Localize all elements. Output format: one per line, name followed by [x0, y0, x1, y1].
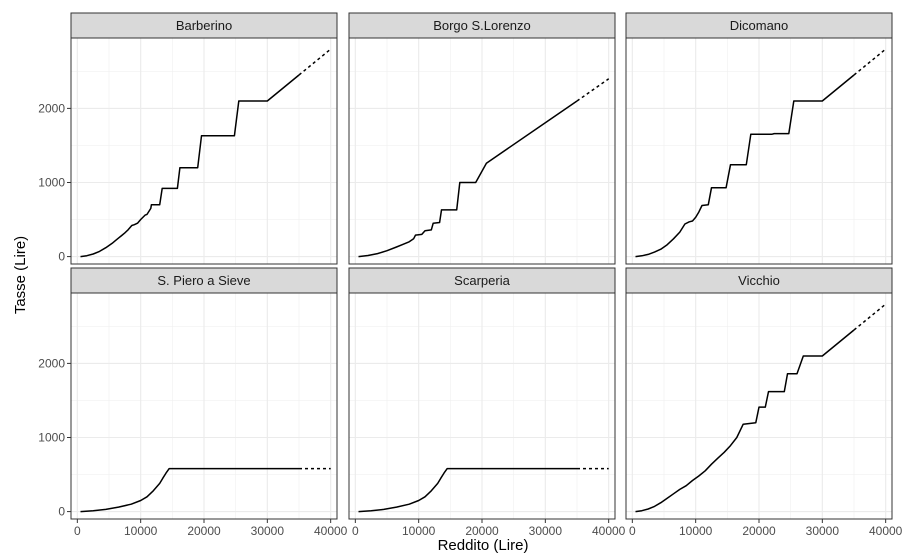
x-tick-label: 20000: [465, 524, 499, 538]
x-tick-label: 10000: [124, 524, 158, 538]
panel-scarperia: Scarperia: [348, 267, 616, 520]
x-tick-label: 10000: [679, 524, 713, 538]
panel-strip: [70, 267, 338, 294]
x-tick-label: 30000: [806, 524, 840, 538]
panel-vicchio: Vicchio: [625, 267, 893, 520]
panel-dicomano: Dicomano: [625, 12, 893, 265]
panel-title: Vicchio: [738, 273, 780, 288]
x-tick-label: 10000: [402, 524, 436, 538]
y-tick-label: 2000: [38, 101, 65, 115]
observed-series-line: [358, 467, 577, 513]
y-axis-title: Tasse (Lire): [12, 236, 29, 314]
panel-strip: [348, 267, 616, 294]
x-axes: 0 10000 20000 30000 40000 0 10000 20000 30000 400…: [74, 519, 903, 538]
extrapolated-series-line: [853, 303, 887, 331]
y-tick-label: 0: [58, 250, 65, 264]
panel-strip: [70, 12, 338, 39]
panel-title: Dicomano: [730, 18, 789, 33]
observed-series-line: [80, 74, 300, 258]
x-axis-title: Reddito (Lire): [438, 537, 529, 554]
y-tick-label: 1000: [38, 175, 65, 189]
panel-strip: [348, 12, 616, 39]
x-tick-label: 40000: [869, 524, 903, 538]
facet-panels: Barberino Borgo S.Lorenzo Dicomano S. Piero…: [70, 12, 893, 520]
x-tick-label: 40000: [592, 524, 626, 538]
x-tick-label: 30000: [529, 524, 563, 538]
x-tick-label: 30000: [251, 524, 285, 538]
panel-title: Barberino: [176, 18, 232, 33]
extrapolated-series-line: [576, 78, 610, 102]
x-tick-label: 0: [352, 524, 359, 538]
panel-strip: [625, 267, 893, 294]
extrapolated-series-line: [853, 48, 887, 76]
panel-barberino: Barberino: [70, 12, 338, 265]
observed-series-line: [635, 329, 855, 513]
x-tick-label: 0: [74, 524, 81, 538]
observed-series-line: [80, 467, 299, 513]
panel-borgo-s-lorenzo: Borgo S.Lorenzo: [348, 12, 616, 265]
panel-title: Borgo S.Lorenzo: [433, 18, 531, 33]
panel-strip: [625, 12, 893, 39]
y-tick-label: 2000: [38, 356, 65, 370]
panel-s-piero-a-sieve: S. Piero a Sieve: [70, 267, 338, 520]
y-tick-label: 1000: [38, 430, 65, 444]
panel-border: [70, 37, 338, 265]
panel-title: S. Piero a Sieve: [157, 273, 250, 288]
x-tick-label: 20000: [742, 524, 776, 538]
x-tick-label: 20000: [187, 524, 221, 538]
observed-series-line: [358, 100, 578, 258]
x-tick-label: 0: [629, 524, 636, 538]
panel-title: Scarperia: [454, 273, 510, 288]
y-axes: 0 1000 2000 0 1000 2000: [38, 101, 71, 519]
panel-border: [348, 37, 616, 265]
panel-border: [625, 37, 893, 265]
y-tick-label: 0: [58, 505, 65, 519]
extrapolated-series-line: [298, 48, 332, 76]
observed-series-line: [635, 74, 855, 258]
x-tick-label: 40000: [314, 524, 348, 538]
